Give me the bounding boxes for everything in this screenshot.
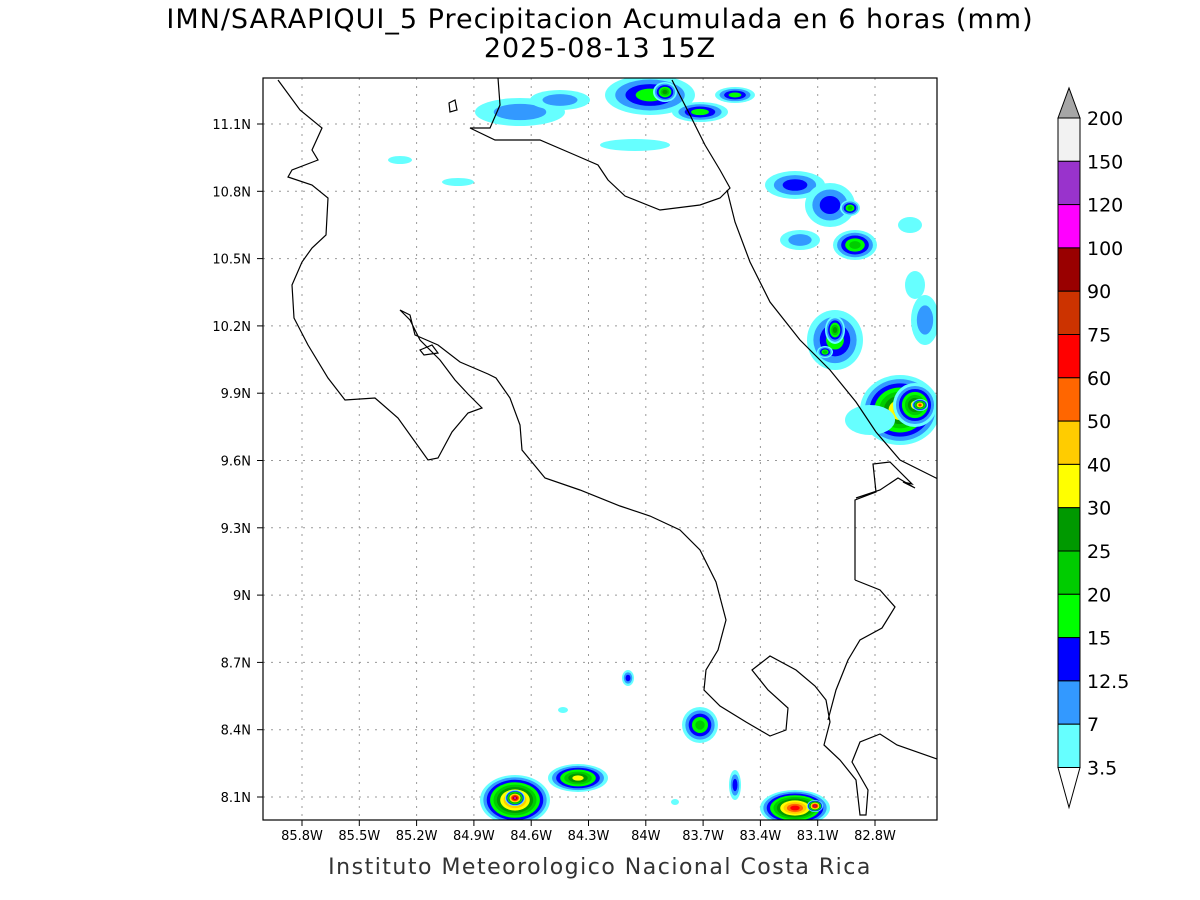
lat-tick-label: 10.5N [212,253,251,268]
colorbar-swatch [1057,334,1081,379]
precip-contour [916,305,934,335]
lat-tick-label: 9.3N [221,522,251,537]
lat-tick-label: 8.1N [221,791,251,806]
colorbar-swatch [1057,420,1081,465]
precip-contour [905,271,925,299]
colorbar-under-triangle [1057,767,1081,810]
lon-tick-label: 84.6W [510,829,552,844]
colorbar-swatch [1057,247,1081,292]
coastlines [277,78,937,816]
precip-contour [513,797,517,799]
colorbar-swatch [1057,550,1081,595]
map-frame [262,77,938,821]
lon-tick-label: 85.2W [396,829,438,844]
precip-contour [918,404,922,406]
colorbar-swatch [1057,160,1081,206]
colorbar-label: 3.5 [1087,758,1117,780]
colorbar-swatch [1057,637,1081,682]
lat-tick-label: 10.2N [212,320,251,335]
colorbar-swatch [1057,680,1081,725]
precip-contour [898,217,922,233]
lon-tick-label: 85.8W [281,829,323,844]
precip-contour [493,103,547,121]
precip-contour [558,707,568,713]
colorbar-swatch [1057,463,1081,509]
colorbar-label: 12.5 [1087,671,1129,693]
colorbar-over-triangle [1057,86,1081,119]
precip-contour [671,799,679,805]
lon-tick-label: 84.3W [568,829,610,844]
precip-contour [695,720,705,730]
precip-contour [814,805,816,807]
lon-tick-label: 84W [631,829,661,844]
precip-contour [832,326,838,334]
colorbar-swatch [1057,593,1081,639]
lon-tick-label: 83.4W [739,829,781,844]
colorbar-swatch [1057,117,1081,162]
precip-contour [847,205,853,211]
lon-tick-label: 83.1W [797,829,839,844]
precip-contour [732,778,738,792]
colorbar-label: 40 [1087,454,1111,476]
lat-tick-label: 10.8N [212,185,251,200]
colorbar-label: 75 [1087,325,1111,347]
precip-contour [572,775,584,781]
colorbar-label: 90 [1087,281,1111,303]
colorbar-label: 30 [1087,498,1111,520]
lat-tick-label: 9.9N [221,387,251,402]
precip-contour [788,234,812,246]
lat-tick-label: 11.1N [212,118,251,133]
precip-contour [849,241,861,249]
precip-contour [845,405,895,435]
lat-tick-label: 9.6N [221,455,251,470]
map-title: IMN/SARAPIQUI_5 Precipitacion Acumulada … [166,4,1034,35]
colorbar-label: 25 [1087,541,1111,563]
colorbar-label: 50 [1087,411,1111,433]
precip-contour [822,350,828,354]
map-datetime: 2025-08-13 15Z [483,33,717,64]
precip-contour [691,108,709,116]
gridlines [263,78,937,820]
lon-tick-label: 84.9W [453,829,495,844]
colorbar-legend: 3.5 7 12.5 15 20 25 30 40 50 60 75 90 100 120 150 200 [1057,86,1129,810]
precip-contour [625,674,631,682]
lon-tick-label: 82.8W [854,829,896,844]
colorbar-label: 120 [1087,195,1123,217]
colorbar-label: 150 [1087,151,1123,173]
precip-contour [790,805,800,811]
precip-contour [388,156,412,164]
lat-tick-label: 8.4N [221,724,251,739]
colorbar-label: 60 [1087,368,1111,390]
precip-contour [542,94,578,106]
colorbar-swatch [1057,507,1081,552]
colorbar-label: 100 [1087,238,1123,260]
colorbar-label: 20 [1087,584,1111,606]
colorbar-swatch [1057,723,1081,769]
colorbar-swatch [1057,377,1081,422]
lat-tick-label: 8.7N [221,656,251,671]
lon-tick-label: 85.5W [338,829,380,844]
colorbar-label: 7 [1087,714,1099,736]
precip-contour [782,179,808,191]
precip-contour [819,195,841,215]
footer-credit: Instituto Meteorologico Nacional Costa R… [328,855,872,880]
colorbar-label: 15 [1087,628,1111,650]
lon-tick-label: 83.7W [682,829,724,844]
axis-ticks: 85.8W 85.5W 85.2W 84.9W 84.6W 84.3W 84W 83.7W 83… [212,118,896,844]
precip-contour [728,92,742,98]
colorbar-swatch [1057,290,1081,336]
precip-contour [442,178,474,186]
lat-tick-label: 9N [233,589,251,604]
precip-contour [662,89,668,95]
precipitation-field [388,78,937,820]
colorbar-label: 200 [1087,108,1123,130]
colorbar-swatch [1057,204,1081,249]
precip-contour [600,139,670,151]
